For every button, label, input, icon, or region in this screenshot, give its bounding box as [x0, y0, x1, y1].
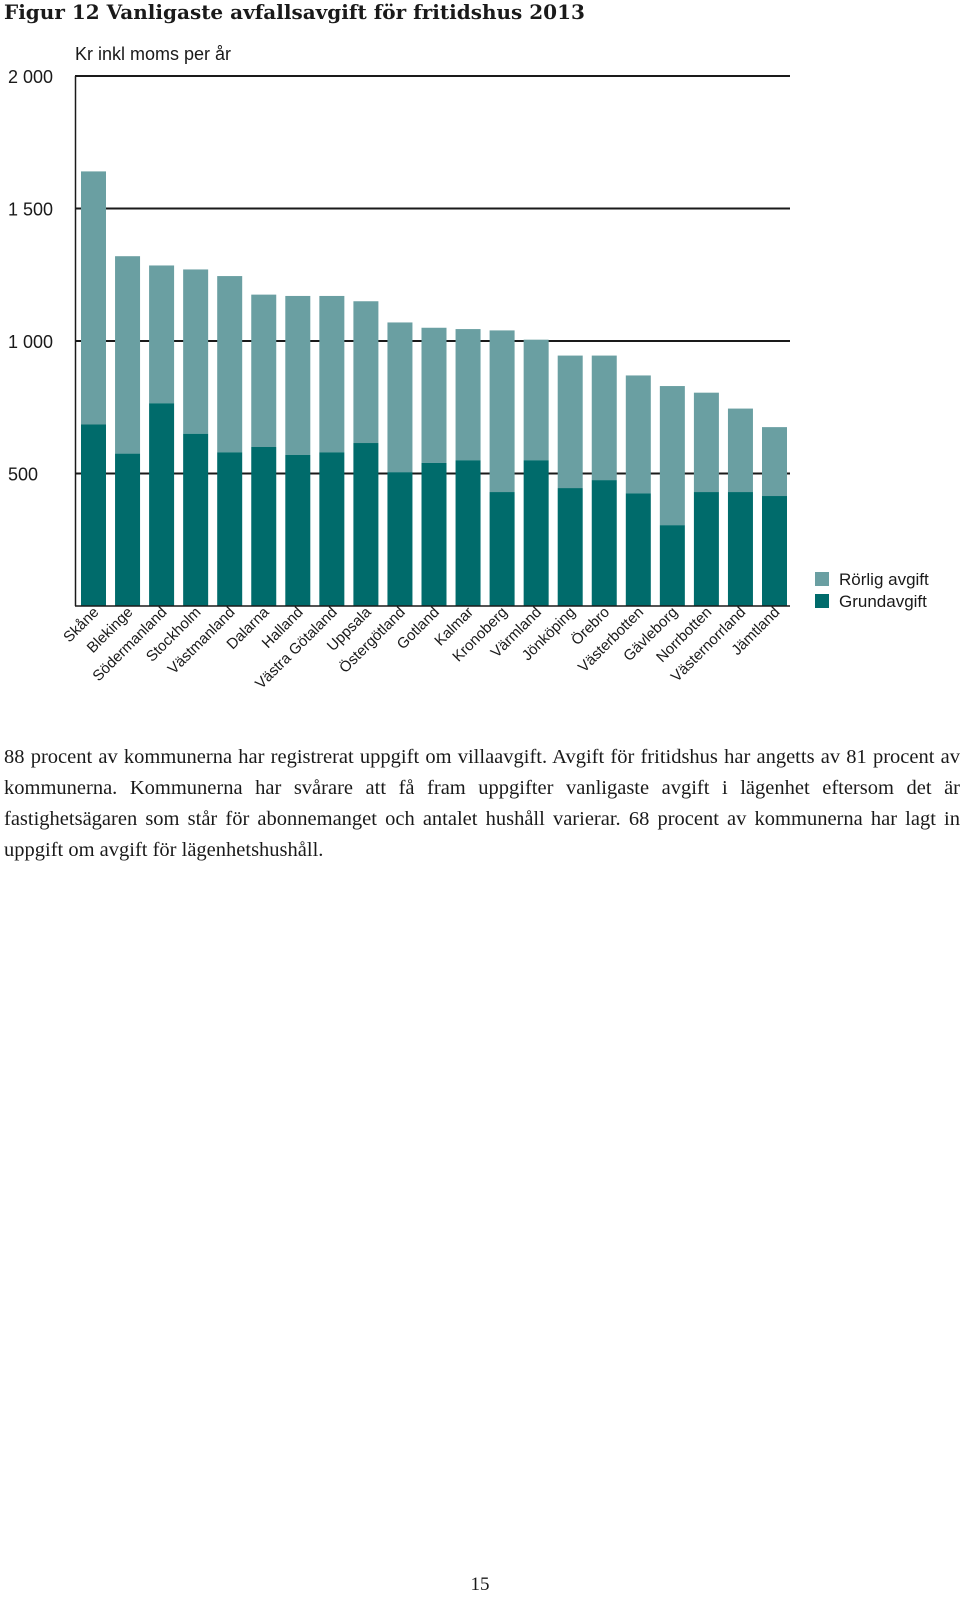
- bar-rorlig-avgift: [489, 330, 515, 493]
- bar-rorlig-avgift: [285, 295, 311, 455]
- stacked-bar-chart: Kr inkl moms per år 500 1 000 1 500 2 000 S…: [8, 44, 929, 692]
- bar-grundavgift: [149, 403, 175, 606]
- bar-rorlig-avgift: [727, 408, 753, 493]
- legend-swatch: [815, 572, 829, 586]
- bar-rorlig-avgift: [353, 301, 379, 444]
- bar-grundavgift: [387, 472, 413, 606]
- bar-grundavgift: [81, 424, 106, 606]
- bar-rorlig-avgift: [693, 392, 719, 493]
- y-tick-label: 2 000: [8, 67, 53, 87]
- legend: Rörlig avgift Grundavgift: [815, 570, 929, 611]
- bar-rorlig-avgift: [455, 329, 481, 461]
- bar-grundavgift: [659, 525, 685, 606]
- legend-swatch: [815, 594, 829, 608]
- bar-grundavgift: [455, 460, 481, 606]
- bar-grundavgift: [353, 443, 379, 606]
- bar-grundavgift: [421, 462, 447, 606]
- legend-label: Rörlig avgift: [839, 570, 929, 589]
- bar-grundavgift: [523, 460, 549, 606]
- bar-grundavgift: [727, 492, 753, 606]
- body-paragraph: 88 procent av kommunerna har registrerat…: [4, 746, 960, 861]
- y-axis-label: Kr inkl moms per år: [75, 44, 231, 64]
- bar-rorlig-avgift: [251, 294, 277, 447]
- bar-rorlig-avgift: [523, 339, 549, 461]
- bar-rorlig-avgift: [591, 355, 617, 481]
- bar-grundavgift: [183, 433, 209, 606]
- bars: [81, 171, 787, 606]
- y-tick-label: 1 000: [8, 332, 53, 352]
- bar-rorlig-avgift: [217, 276, 243, 453]
- bar-grundavgift: [251, 447, 277, 606]
- bar-rorlig-avgift: [149, 265, 175, 404]
- bar-rorlig-avgift: [421, 327, 447, 463]
- bar-rorlig-avgift: [625, 375, 651, 494]
- bar-grundavgift: [762, 496, 787, 606]
- y-tick-label: 500: [8, 465, 38, 485]
- legend-label: Grundavgift: [839, 592, 927, 611]
- bar-grundavgift: [693, 492, 719, 606]
- y-tick-label: 1 500: [8, 200, 53, 220]
- page-number: 15: [470, 1574, 490, 1595]
- bar-grundavgift: [217, 452, 243, 606]
- bar-grundavgift: [115, 453, 141, 606]
- y-tick-labels: 500 1 000 1 500 2 000: [8, 67, 53, 485]
- x-tick-labels: SkåneBlekingeSödermanlandStockholmVästma…: [60, 603, 783, 692]
- bar-rorlig-avgift: [762, 427, 787, 497]
- bar-grundavgift: [591, 480, 617, 606]
- bar-grundavgift: [557, 488, 583, 606]
- figure-title: Figur 12 Vanligaste avfallsavgift för fr…: [4, 0, 585, 24]
- bar-rorlig-avgift: [557, 355, 583, 489]
- bar-rorlig-avgift: [319, 295, 345, 453]
- bar-grundavgift: [625, 493, 651, 606]
- bar-rorlig-avgift: [115, 256, 141, 454]
- bar-rorlig-avgift: [81, 171, 106, 425]
- bar-grundavgift: [489, 492, 515, 606]
- bar-grundavgift: [285, 454, 311, 606]
- bar-grundavgift: [319, 452, 345, 606]
- bar-rorlig-avgift: [659, 386, 685, 526]
- bar-rorlig-avgift: [183, 269, 209, 434]
- bar-rorlig-avgift: [387, 322, 413, 473]
